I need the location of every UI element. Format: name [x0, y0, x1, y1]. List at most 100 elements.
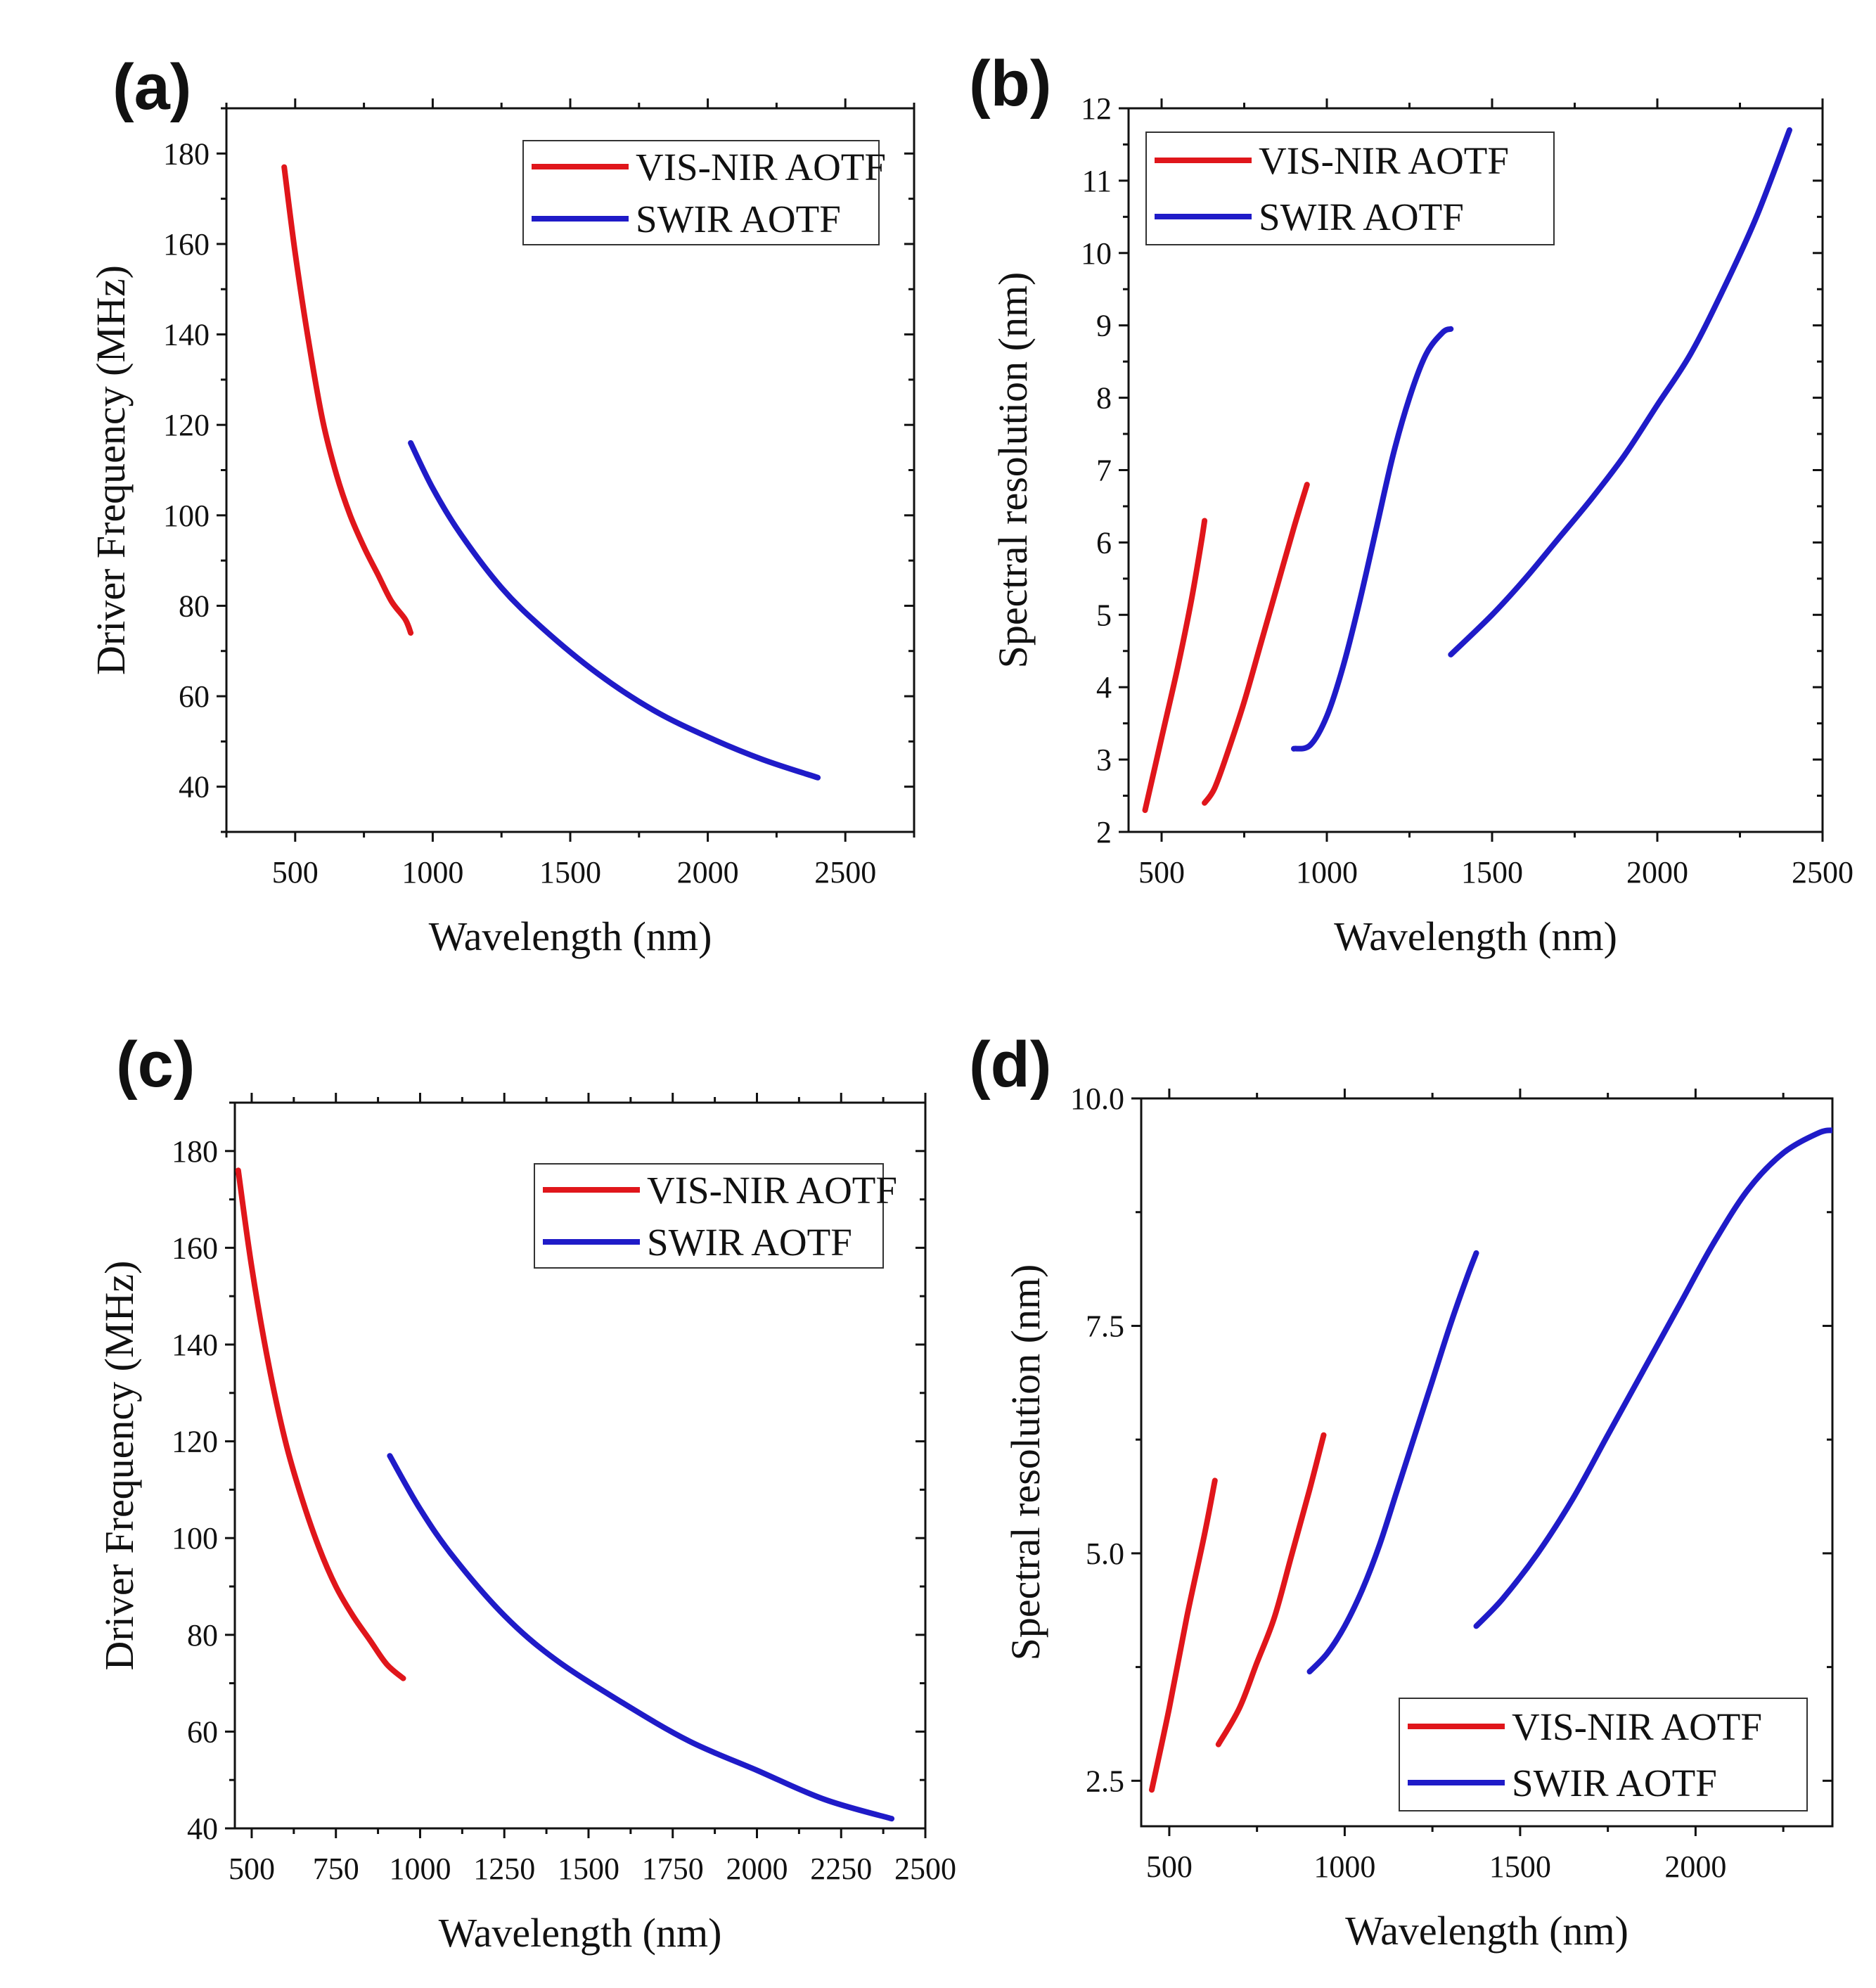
y-tick-label: 5.0: [1086, 1537, 1124, 1571]
y-tick-label: 140: [163, 318, 210, 352]
x-tick-label: 500: [1138, 855, 1185, 890]
x-tick-label: 2250: [810, 1852, 872, 1886]
legend-label: SWIR AOTF: [636, 198, 841, 241]
x-tick-label: 1000: [389, 1852, 451, 1886]
series-line-vis-nir-aotf: [1142, 518, 1208, 814]
y-tick-label: 10.0: [1070, 1082, 1124, 1116]
x-tick-label: 2500: [894, 1852, 956, 1886]
series-line-swir-aotf: [1306, 1250, 1479, 1675]
x-axis-label: Wavelength (nm): [439, 1910, 722, 1956]
y-tick-label: 4: [1096, 670, 1112, 705]
x-tick-label: 2000: [726, 1852, 788, 1886]
panel-d: (d) 500 1000 1500 2000 2.5 5.0 7.5 10.0 Wavelengt…: [969, 1029, 1834, 1954]
y-tick-label: 10: [1081, 236, 1112, 271]
panel-b: (b) 500 1000 1500 2000 2500 2 3 4 5 6 7 8 9 10 11 12 Wave…: [969, 48, 1853, 959]
x-tick-label: 1000: [1313, 1849, 1375, 1884]
series-line-swir-aotf: [387, 1453, 895, 1822]
y-tick-label: 40: [187, 1811, 218, 1846]
x-tick-label: 500: [1146, 1849, 1193, 1884]
x-tick-label: 2500: [814, 855, 876, 890]
x-tick-label: 2000: [1664, 1849, 1726, 1884]
series-line-swir-aotf: [1448, 127, 1792, 658]
y-tick-label: 100: [172, 1521, 218, 1556]
y-tick-label: 180: [163, 136, 210, 171]
y-tick-label: 140: [172, 1328, 218, 1362]
y-axis-label: Spectral resolution (nm): [1003, 1264, 1048, 1661]
y-tick-label: 40: [179, 770, 210, 804]
y-tick-label: 120: [163, 408, 210, 442]
legend-label: VIS-NIR AOTF: [1259, 139, 1509, 182]
x-tick-label: 1000: [401, 855, 463, 890]
series-line-vis-nir-aotf: [281, 164, 414, 636]
legend-label: SWIR AOTF: [1512, 1762, 1717, 1804]
x-tick-label: 500: [272, 855, 319, 890]
x-axis-label: Wavelength (nm): [1345, 1908, 1628, 1954]
panel-label: (b): [969, 48, 1051, 120]
legend-box: [1145, 132, 1555, 245]
y-tick-label: 100: [163, 499, 210, 533]
y-tick-label: 80: [179, 589, 210, 623]
y-tick-label: 2: [1096, 815, 1112, 849]
y-tick-label: 12: [1081, 91, 1112, 126]
legend: VIS-NIR AOTF SWIR AOTF: [522, 140, 886, 245]
legend-label: SWIR AOTF: [1259, 195, 1464, 238]
legend: VIS-NIR AOTF SWIR AOTF: [534, 1163, 897, 1269]
panel-a: (a) 500 1000 1500 2000 2500 40 60 80 100 120 140 160…: [88, 51, 915, 959]
panel-label: (c): [116, 1029, 195, 1101]
y-tick-label: 8: [1096, 381, 1112, 416]
x-tick-label: 1500: [1461, 855, 1523, 890]
y-tick-label: 3: [1096, 743, 1112, 777]
series-line-vis-nir-aotf: [1215, 1432, 1327, 1747]
x-tick-label: 1750: [642, 1852, 704, 1886]
legend-label: VIS-NIR AOTF: [1512, 1705, 1762, 1748]
y-tick-label: 120: [172, 1425, 218, 1459]
x-tick-label: 1250: [473, 1852, 535, 1886]
series-line-vis-nir-aotf: [1149, 1477, 1218, 1793]
legend-label: VIS-NIR AOTF: [636, 146, 886, 188]
legend-box: [522, 140, 880, 245]
x-axis-label: Wavelength (nm): [429, 913, 712, 959]
x-tick-label: 500: [229, 1852, 275, 1886]
x-tick-label: 2000: [677, 855, 739, 890]
y-axis-label: Driver Frequency (MHz): [96, 1260, 142, 1670]
series-line-swir-aotf: [1473, 1127, 1832, 1629]
y-tick-label: 160: [163, 227, 210, 262]
series-line-vis-nir-aotf: [235, 1167, 406, 1681]
panel-label: (d): [969, 1029, 1051, 1101]
legend-box: [1399, 1698, 1808, 1811]
y-tick-label: 9: [1096, 309, 1112, 343]
legend: VIS-NIR AOTF SWIR AOTF: [1399, 1698, 1808, 1811]
y-tick-label: 80: [187, 1618, 218, 1653]
x-tick-label: 1500: [539, 855, 601, 890]
y-tick-label: 2.5: [1086, 1764, 1124, 1798]
legend-label: VIS-NIR AOTF: [647, 1169, 897, 1212]
x-tick-label: 2000: [1626, 855, 1688, 890]
y-tick-label: 5: [1096, 598, 1112, 632]
x-tick-label: 1000: [1296, 855, 1358, 890]
legend-box: [534, 1163, 884, 1269]
x-axis-label: Wavelength (nm): [1334, 913, 1617, 959]
series-line-swir-aotf: [1291, 326, 1454, 752]
legend-label: SWIR AOTF: [647, 1221, 852, 1264]
y-tick-label: 60: [187, 1714, 218, 1749]
x-tick-label: 750: [313, 1852, 359, 1886]
x-tick-label: 1500: [558, 1852, 619, 1886]
x-tick-label: 2500: [1792, 855, 1853, 890]
y-tick-label: 7.5: [1086, 1309, 1124, 1343]
series-line-vis-nir-aotf: [1202, 482, 1310, 806]
plot-frame: [1140, 1097, 1834, 1828]
y-tick-label: 160: [172, 1231, 218, 1265]
y-axis-label: Spectral resolution (nm): [990, 272, 1036, 669]
panel-c: (c) 500 750 1000 1250 1500 1750 2000 2250 2500 40 6…: [96, 1029, 956, 1956]
y-tick-label: 6: [1096, 525, 1112, 560]
panel-label: (a): [113, 51, 191, 123]
y-tick-label: 11: [1082, 164, 1112, 198]
y-tick-label: 180: [172, 1134, 218, 1169]
legend: VIS-NIR AOTF SWIR AOTF: [1145, 132, 1555, 245]
plot-frame: [233, 1101, 927, 1830]
series-line-swir-aotf: [408, 440, 821, 781]
y-axis-label: Driver Frequency (MHz): [88, 265, 134, 675]
y-tick-label: 60: [179, 679, 210, 714]
y-tick-label: 7: [1096, 454, 1112, 488]
